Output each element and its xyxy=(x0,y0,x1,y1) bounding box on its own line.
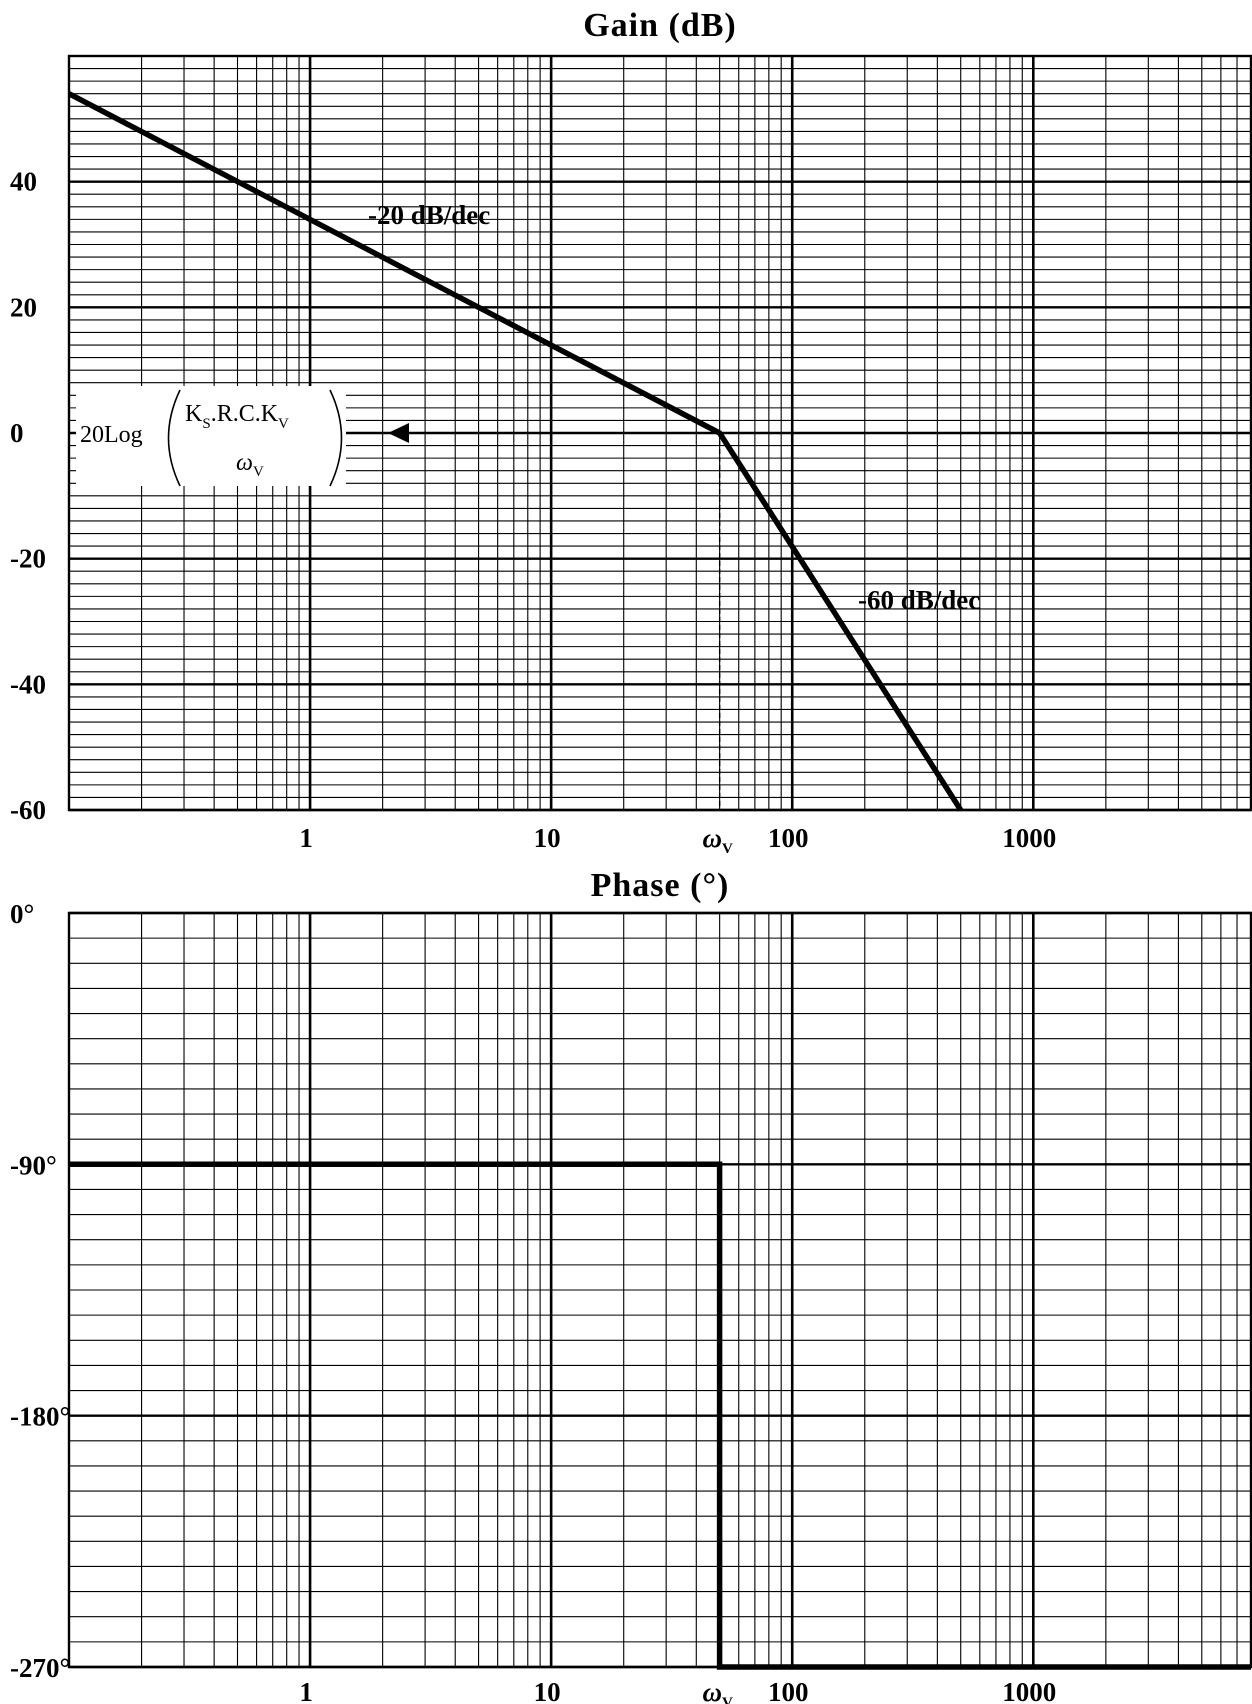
omega-v-label: ωV xyxy=(702,823,733,857)
formula-arrow xyxy=(388,423,409,443)
formula-left-paren xyxy=(167,389,181,487)
gain-omega-v-marker: ωV xyxy=(702,433,733,857)
y-tick-label: 0 xyxy=(10,418,24,448)
y-tick-label: -60 xyxy=(10,795,46,825)
formula-prefix: 20Log xyxy=(80,422,143,448)
gain-title: Gain (dB) xyxy=(583,7,737,44)
phase-omega-v-marker: ωV xyxy=(702,1164,733,1704)
gain-plot: Gain (dB) 40 20 0 -20 -40 -60 1 10 100 1000 ωV -… xyxy=(10,7,1252,857)
x-tick-label: 1000 xyxy=(1002,1677,1056,1704)
phase-y-ticks: 0° -90° -180° -270° xyxy=(10,899,70,1683)
y-tick-label: -270° xyxy=(10,1653,70,1683)
y-tick-label: 20 xyxy=(10,292,37,322)
y-tick-label: 0° xyxy=(10,899,34,929)
formula-denominator: ωV xyxy=(236,450,264,480)
x-tick-label: 1000 xyxy=(1002,823,1056,853)
x-tick-label: 10 xyxy=(534,1677,561,1704)
phase-grid xyxy=(67,911,1252,1669)
gain-y-ticks: 40 20 0 -20 -40 -60 xyxy=(10,167,46,825)
x-tick-label: 1 xyxy=(299,1677,313,1704)
y-tick-label: 40 xyxy=(10,167,37,197)
gain-x-ticks: 1 10 100 1000 xyxy=(299,823,1056,853)
formula-numerator: KS.R.C.KV xyxy=(185,401,289,432)
phase-plot: Phase (°) 0° -90° -180° -270° 1 10 100 1000 ωV xyxy=(10,867,1252,1704)
x-tick-label: 100 xyxy=(768,1677,809,1704)
slope-annotation-minus20: -20 dB/dec xyxy=(368,200,490,230)
phase-x-ticks: 1 10 100 1000 xyxy=(299,1677,1056,1704)
x-tick-label: 10 xyxy=(534,823,561,853)
y-tick-label: -180° xyxy=(10,1402,70,1432)
y-tick-label: -40 xyxy=(10,669,46,699)
y-tick-label: -20 xyxy=(10,544,46,574)
x-tick-label: 100 xyxy=(768,823,809,853)
gain-grid xyxy=(67,54,1252,812)
plot-frame xyxy=(67,54,1252,812)
slope-annotation-minus60: -60 dB/dec xyxy=(858,585,980,615)
phase-title: Phase (°) xyxy=(591,867,730,904)
x-tick-label: 1 xyxy=(299,823,313,853)
plot-frame xyxy=(67,911,1252,1669)
gain-formula-annotation: 20Log KS.R.C.KV ωV xyxy=(76,386,409,487)
y-tick-label: -90° xyxy=(10,1150,57,1180)
omega-v-label: ωV xyxy=(702,1677,733,1704)
formula-right-paren xyxy=(329,389,343,487)
